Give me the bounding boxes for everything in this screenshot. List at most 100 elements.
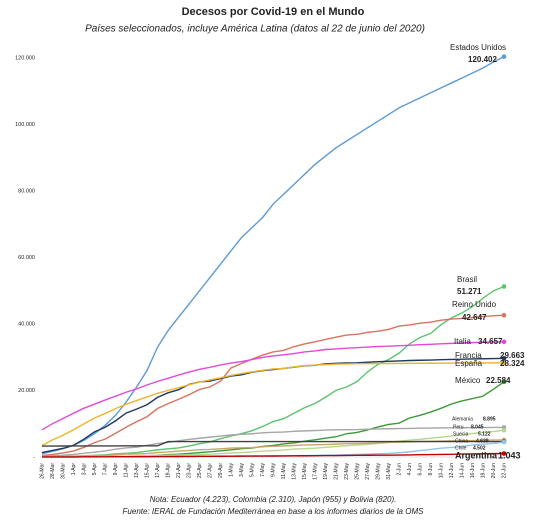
x-tick-label: 27-Apr	[207, 463, 213, 478]
chart-title: Decesos por Covid-19 en el Mundo	[182, 6, 365, 18]
x-tick-label: 25-May	[354, 463, 360, 480]
legend-label: Argentina	[455, 450, 498, 460]
x-tick-label: 19-May	[323, 463, 329, 480]
series-line	[41, 362, 505, 447]
y-tick-label: 40.000	[18, 321, 35, 327]
x-tick-label: 9-Apr	[113, 463, 119, 476]
x-tick-label: 9-May	[270, 463, 276, 477]
x-tick-label: 21-Apr	[176, 463, 182, 478]
x-tick-label: 4-Jun	[407, 463, 413, 476]
series-line	[41, 341, 505, 431]
x-tick-label: 1-Apr	[71, 463, 77, 476]
x-tick-label: 15-May	[302, 463, 308, 480]
legend-label: Italia	[454, 337, 471, 346]
legend-label: Peru	[453, 424, 464, 430]
end-point	[501, 356, 507, 361]
legend-label: China	[455, 438, 468, 444]
end-point	[501, 360, 507, 366]
data-label: 4.502	[473, 445, 486, 451]
x-tick-label: 21-May	[333, 463, 339, 480]
series-line	[41, 452, 505, 458]
x-tick-label: 22-Jun	[501, 463, 507, 479]
data-label: 22.584	[486, 376, 511, 385]
x-tick-label: 14-Jun	[459, 463, 465, 479]
end-point	[501, 339, 507, 345]
series-line	[41, 440, 504, 447]
legend-label: Estados Unidos	[450, 43, 506, 52]
x-tick-label: 26-Mar	[39, 463, 45, 479]
data-label: 8.895	[483, 416, 496, 422]
y-tick-label: 20.000	[18, 388, 35, 394]
end-point	[501, 439, 507, 445]
x-tick-label: 29-May	[375, 463, 381, 480]
x-tick-label: 19-Apr	[165, 463, 171, 478]
y-tick-label: 120.000	[15, 55, 35, 61]
end-point	[501, 312, 507, 318]
data-label: 29.663	[500, 351, 525, 360]
data-label: 4.639	[476, 438, 489, 444]
x-tick-label: 31-May	[386, 463, 392, 480]
chart-subtitle: Países seleccionados, incluye América La…	[85, 24, 425, 35]
end-point	[501, 379, 507, 385]
x-tick-label: 25-Apr	[197, 463, 203, 478]
x-tick-label: 23-Apr	[186, 463, 192, 478]
data-label: 51.271	[457, 287, 482, 296]
x-tick-label: 3-Apr	[81, 463, 87, 476]
legend-label: Reino Unido	[452, 300, 497, 309]
x-tick-label: 20-Jun	[491, 463, 497, 479]
x-tick-label: 1-May	[228, 463, 234, 477]
legend-label: Suecia	[453, 431, 469, 437]
source: Fuente: IERAL de Fundación Mediterránea …	[123, 507, 425, 516]
x-tick-label: 15-Apr	[144, 463, 150, 478]
x-tick-label: 13-May	[291, 463, 297, 480]
series-line	[41, 56, 505, 455]
x-tick-label: 5-Apr	[92, 463, 98, 476]
x-tick-label: 23-May	[344, 463, 350, 480]
end-point	[501, 284, 507, 289]
y-tick-label: 80.000	[18, 188, 35, 194]
x-tick-label: 16-Jun	[470, 463, 476, 479]
x-tick-label: 12-Jun	[449, 463, 455, 479]
data-label: 28.324	[500, 359, 525, 368]
y-tick-label: 100.000	[15, 122, 35, 128]
x-tick-label: 7-Apr	[102, 463, 108, 476]
series-line	[41, 314, 505, 457]
series-line	[41, 285, 505, 458]
x-tick-label: 7-May	[260, 463, 266, 477]
end-point	[501, 451, 507, 456]
x-tick-label: 18-Jun	[480, 463, 486, 479]
y-tick-label: -	[33, 454, 35, 460]
y-tick-label: 60.000	[18, 255, 35, 261]
data-label: 42.647	[462, 313, 487, 322]
x-tick-label: 17-May	[312, 463, 318, 480]
data-label: 8.045	[471, 424, 484, 430]
legend-label: Alemania	[452, 416, 473, 422]
series-line	[41, 426, 505, 458]
x-tick-label: 13-Apr	[134, 463, 140, 478]
data-label: 120.402	[468, 55, 497, 64]
legend-label: México	[455, 376, 481, 385]
x-tick-label: 6-Jun	[417, 463, 423, 476]
x-tick-label: 17-Apr	[155, 463, 161, 478]
x-tick-label: 11-Apr	[123, 463, 129, 478]
legend-label: España	[455, 359, 483, 368]
legend-label: Brasil	[457, 275, 477, 284]
data-label: 34.657	[478, 337, 503, 346]
end-point	[501, 427, 507, 433]
legend-label: Chile	[455, 445, 467, 451]
legend-label: Francia	[455, 351, 482, 360]
x-tick-label: 29-Apr	[218, 463, 224, 478]
note: Nota: Ecuador (4.223), Colombia (2.310),…	[150, 495, 397, 504]
x-tick-label: 30-Mar	[60, 463, 66, 479]
x-tick-label: 11-May	[281, 463, 287, 480]
x-tick-label: 8-Jun	[428, 463, 434, 476]
end-point	[501, 54, 507, 59]
x-tick-label: 3-May	[239, 463, 245, 477]
x-tick-label: 2-Jun	[396, 463, 402, 476]
data-label: 1.043	[498, 450, 521, 460]
data-label: 5.122	[478, 431, 491, 437]
x-tick-label: 10-Jun	[438, 463, 444, 479]
x-tick-label: 5-May	[249, 463, 255, 477]
